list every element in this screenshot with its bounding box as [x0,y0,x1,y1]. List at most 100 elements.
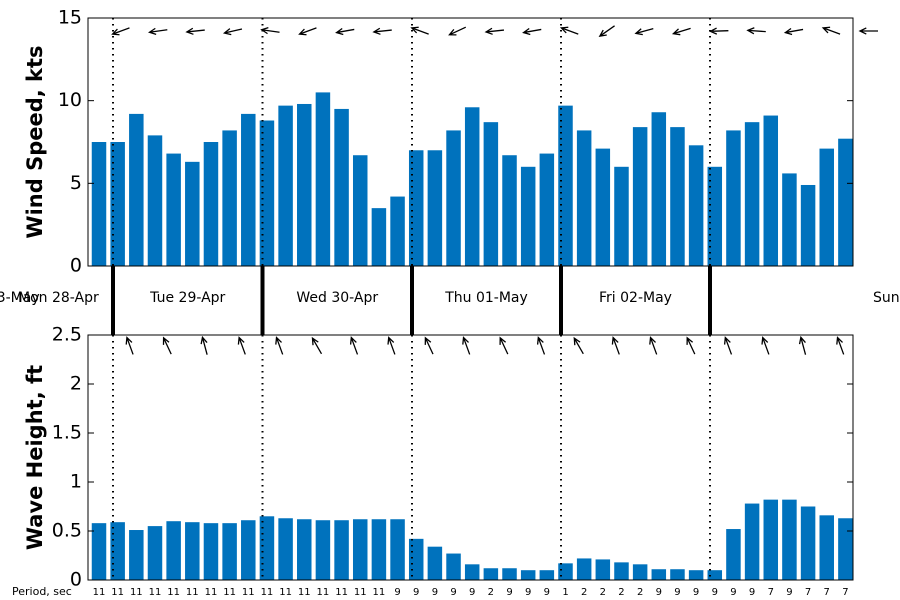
bar [651,569,667,580]
direction-arrow [387,336,396,355]
direction-arrow [598,25,615,38]
direction-arrow [185,27,205,35]
direction-arrow [111,27,130,36]
y-tick-label: 2 [70,373,82,395]
bar [129,113,144,266]
bar [315,92,331,267]
bar [726,130,741,266]
period-label: 7 [842,587,848,598]
bar [632,127,648,267]
period-label: 2 [600,587,606,598]
period-label: 7 [805,587,811,598]
direction-arrow [462,336,471,355]
y-tick-label: 1 [70,471,82,493]
bar [614,562,629,580]
day-label: Thu 01-May [444,290,528,306]
direction-arrow [484,27,505,35]
bar [427,150,443,266]
period-label: 11 [111,587,124,598]
period-label: 9 [674,587,680,598]
bar [688,570,704,580]
bar [334,108,349,266]
bar [222,130,237,266]
bar [390,196,405,266]
bar [670,569,685,580]
period-label: 9 [712,587,718,598]
y-tick-label: 5 [70,172,82,194]
period-label: 2 [581,587,587,598]
day-label: Mon 28-Apr [18,290,99,306]
direction-arrow [858,27,878,35]
direction-arrow [798,335,807,355]
direction-arrow [746,27,766,35]
direction-arrow [200,335,208,355]
bar [800,184,816,266]
y-tick-label: 1.5 [52,422,82,444]
period-label: 9 [432,587,438,598]
y-tick-label: 2.5 [52,324,82,346]
direction-arrow [410,26,429,35]
bar [558,563,573,580]
y-axis-label: Wave Height, ft [23,365,47,550]
bar [800,506,816,580]
direction-arrow [275,336,284,355]
period-label: 11 [205,587,218,598]
bar [502,568,517,580]
period-label: 9 [450,587,456,598]
period-label: 1 [562,587,568,598]
period-label: 11 [317,587,330,598]
bar [110,142,125,266]
bar [185,161,200,266]
bar [595,148,611,266]
period-label: 11 [130,587,143,598]
direction-arrow [298,27,317,36]
direction-arrow [536,336,546,355]
direction-arrow [634,28,654,36]
bar [446,130,461,266]
day-label: Sun [873,290,900,306]
period-label: 11 [279,587,292,598]
bar [427,546,443,580]
bar [614,166,629,266]
bar [315,520,331,580]
period-label: 9 [544,587,550,598]
y-tick-label: 0 [70,569,82,591]
direction-arrow [522,27,542,36]
period-label: 7 [824,587,830,598]
direction-arrow [611,336,620,355]
bar [371,519,387,580]
direction-arrow [783,27,804,36]
bar [464,564,480,580]
period-label: 7 [768,587,774,598]
direction-arrow [573,336,584,355]
bar [297,103,312,267]
bar [278,105,293,266]
direction-arrow [836,336,845,355]
bar [502,155,517,266]
period-label: 11 [167,587,180,598]
bar [520,570,536,580]
direction-arrow [260,26,280,35]
period-label: 11 [186,587,199,598]
direction-arrow [649,336,658,355]
bar [147,526,163,580]
day-label: Sat 03-May [0,290,40,306]
period-label: 9 [469,587,475,598]
bar [838,518,853,580]
bar [110,522,125,580]
bar [352,155,368,266]
direction-arrow [311,336,323,355]
bar [539,153,555,266]
period-label: 11 [93,587,106,598]
bar [539,570,555,580]
period-label: 11 [242,587,255,598]
period-label: 9 [693,587,699,598]
bar [782,499,797,580]
direction-arrow [335,27,355,36]
bar [744,122,760,266]
period-label: 2 [618,587,624,598]
bar [408,150,424,266]
bar [446,553,461,580]
bar [185,522,200,580]
bar [203,142,219,266]
